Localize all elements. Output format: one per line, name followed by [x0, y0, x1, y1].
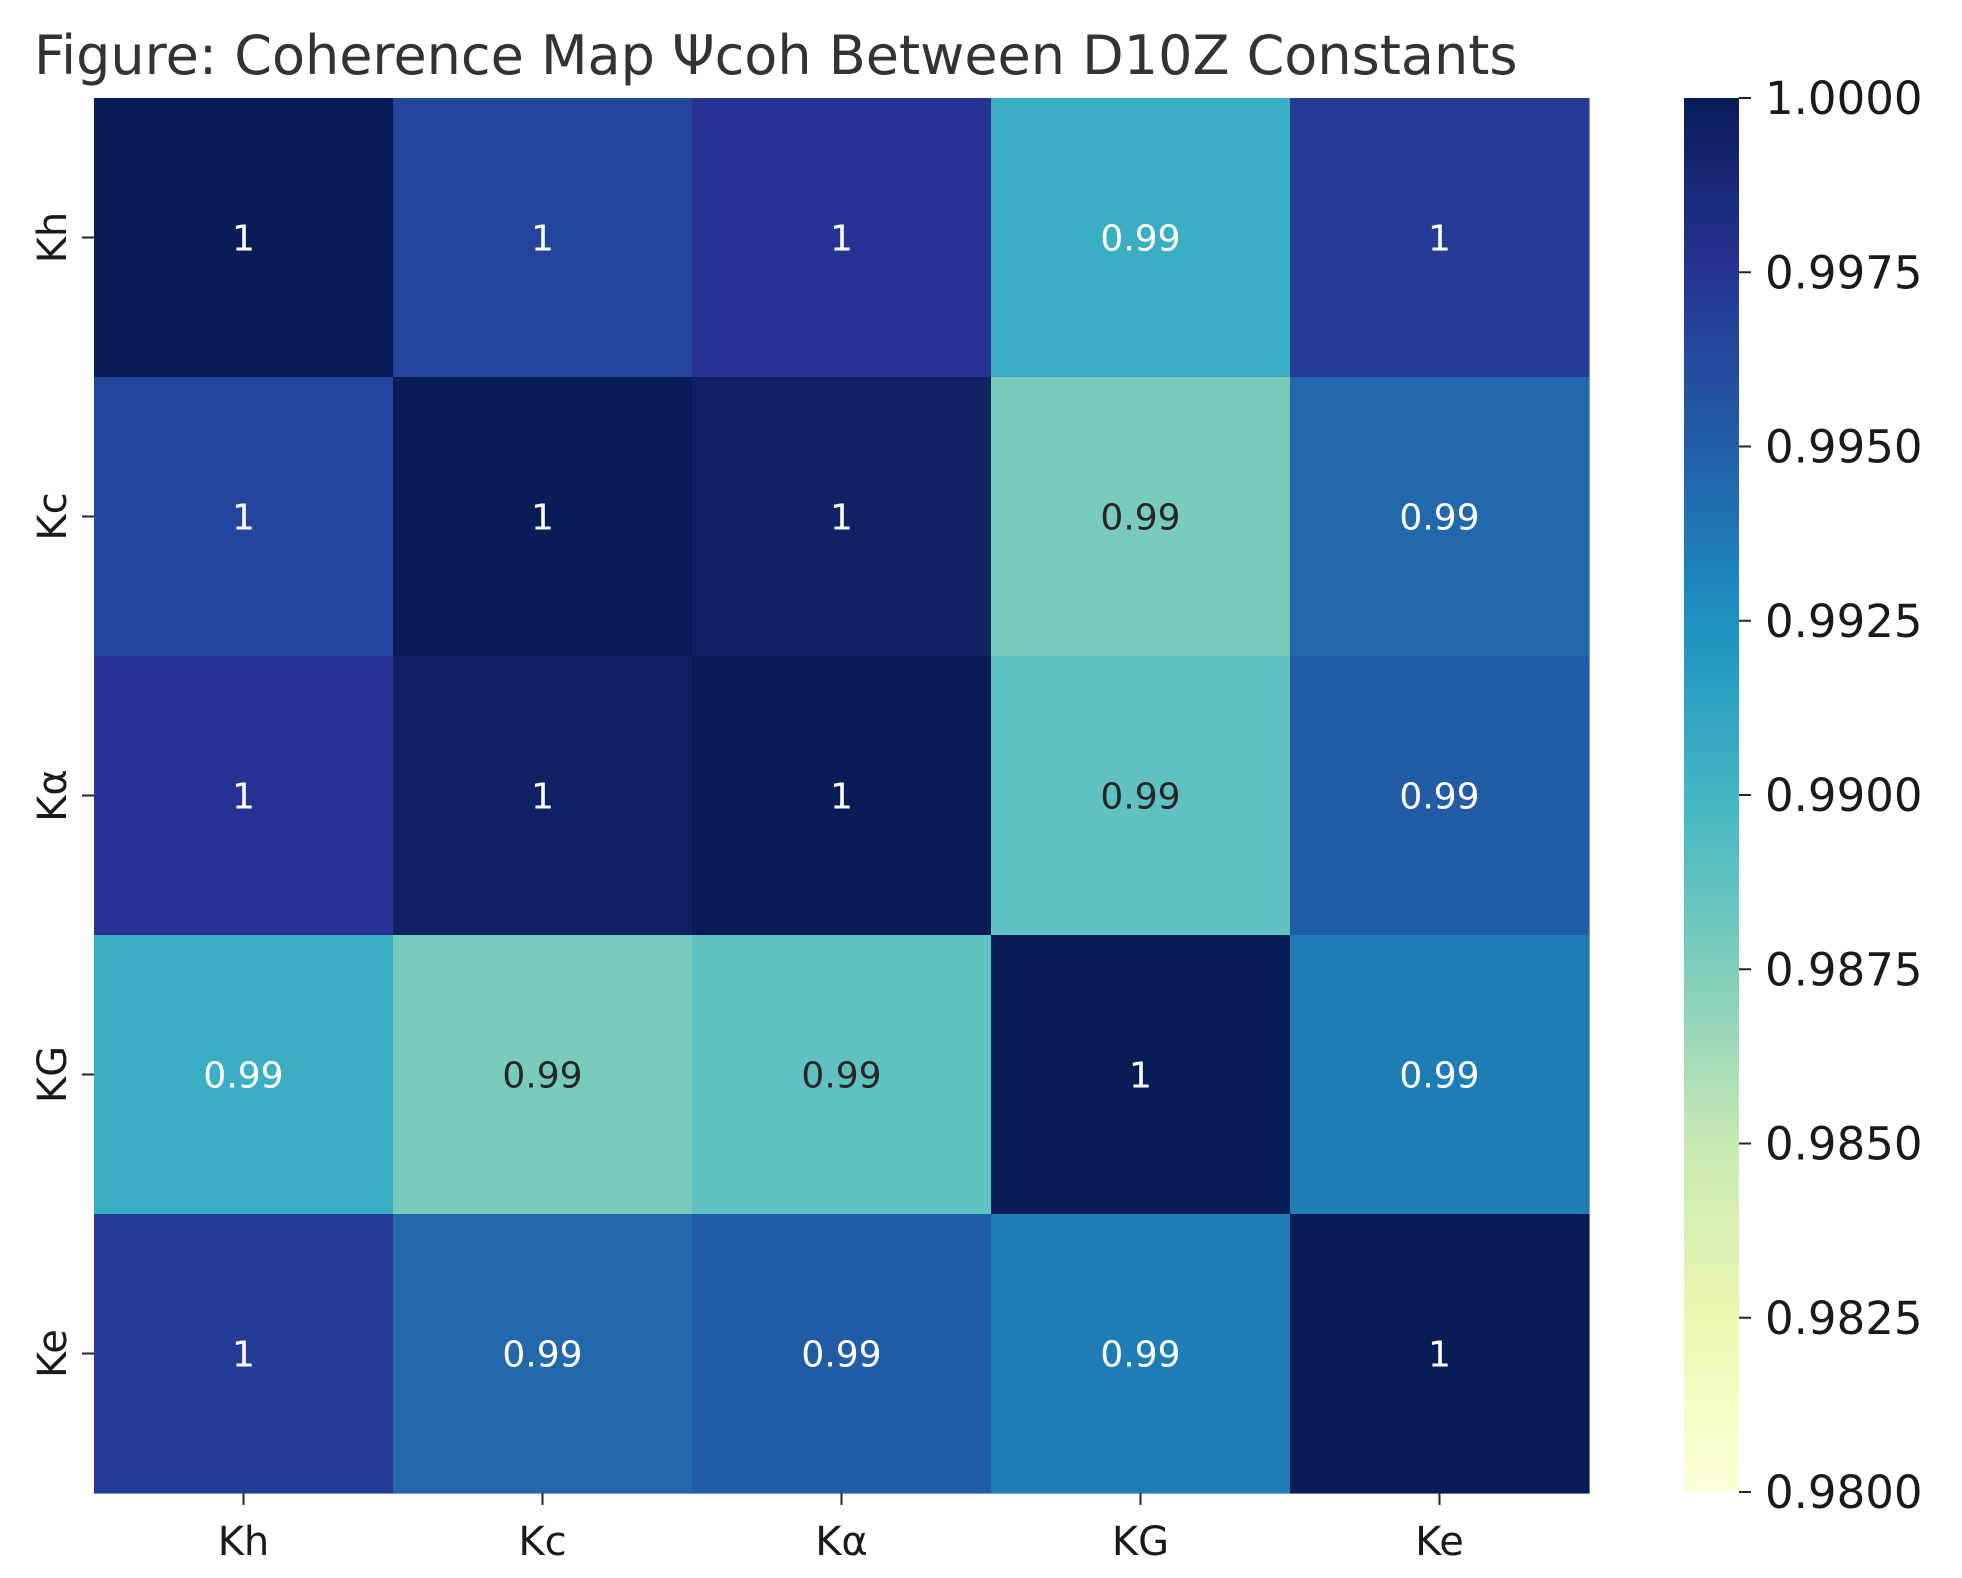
cell-value-label-0-4: 1 [1428, 219, 1451, 260]
cell-value-label-3-2: 0.99 [801, 1056, 881, 1097]
colorbar-gradient [1684, 98, 1739, 1492]
heatmap-cell-3-2 [692, 935, 992, 1215]
y-tick-label-3: KG [30, 1046, 76, 1103]
cell-value-label-0-2: 1 [830, 219, 853, 260]
heatmap-cell-3-4 [1290, 935, 1590, 1215]
heatmap-cell-2-2 [692, 656, 992, 936]
cell-value-label-2-1: 1 [531, 777, 554, 818]
cell-value-label-0-0: 1 [232, 219, 255, 260]
heatmap-cell-4-4 [1290, 1214, 1590, 1494]
heatmap-cell-0-4 [1290, 98, 1590, 378]
colorbar-tick-label-1: 0.9825 [1765, 1292, 1922, 1345]
y-tick-label-2: Kα [30, 769, 76, 822]
heatmap-cell-3-1 [393, 935, 693, 1215]
x-tick-label-4: Ke [1415, 1519, 1464, 1565]
cell-value-label-2-2: 1 [830, 777, 853, 818]
colorbar-tick-label-2: 0.9850 [1765, 1118, 1922, 1171]
heatmap-cell-2-3 [991, 656, 1291, 936]
colorbar-tick-label-7: 0.9975 [1765, 246, 1922, 299]
heatmap-cell-3-0 [94, 935, 394, 1215]
cell-value-label-0-3: 0.99 [1100, 219, 1180, 260]
cell-value-label-3-1: 0.99 [502, 1056, 582, 1097]
heatmap-cell-4-2 [692, 1214, 992, 1494]
cell-value-label-0-1: 1 [531, 219, 554, 260]
y-tick-label-0: Kh [30, 212, 76, 264]
colorbar: 0.9800 0.9825 0.9850 0.9875 0.9900 0.9925 0.99… [1684, 72, 1922, 1519]
colorbar-tick-label-4: 0.9900 [1765, 769, 1922, 822]
heatmap-cell-0-2 [692, 98, 992, 378]
cell-value-label-4-1: 0.99 [502, 1335, 582, 1376]
colorbar-tick-label-6: 0.9950 [1765, 421, 1922, 474]
heatmap-cell-0-1 [393, 98, 693, 378]
heatmap-cell-2-4 [1290, 656, 1590, 936]
heatmap-cell-1-2 [692, 377, 992, 657]
cell-value-label-1-4: 0.99 [1399, 498, 1479, 539]
colorbar-tick-label-8: 1.0000 [1765, 72, 1922, 125]
x-axis: Kh Kc Kα KG Ke [218, 1493, 1464, 1565]
heatmap-cell-4-0 [94, 1214, 394, 1494]
x-tick-label-0: Kh [218, 1519, 270, 1565]
x-tick-label-3: KG [1112, 1519, 1169, 1565]
cell-value-label-3-4: 0.99 [1399, 1056, 1479, 1097]
heatmap-cell-2-1 [393, 656, 693, 936]
cell-value-label-1-1: 1 [531, 498, 554, 539]
heatmap-cell-3-3 [991, 935, 1291, 1215]
heatmap-cells: 1 1 1 0.99 1 1 1 1 0.99 0.99 1 1 1 0.99 0.99 0.99 0.99 0.… [94, 98, 1590, 1494]
colorbar-tick-label-5: 0.9925 [1765, 595, 1922, 648]
heatmap-cell-1-0 [94, 377, 394, 657]
cell-value-label-2-0: 1 [232, 777, 255, 818]
heatmap-cell-1-3 [991, 377, 1291, 657]
cell-value-label-4-4: 1 [1428, 1335, 1451, 1376]
cell-value-label-4-2: 0.99 [801, 1335, 881, 1376]
heatmap-cell-1-1 [393, 377, 693, 657]
cell-value-label-4-3: 0.99 [1100, 1335, 1180, 1376]
cell-value-label-1-3: 0.99 [1100, 498, 1180, 539]
heatmap-cell-0-3 [991, 98, 1291, 378]
heatmap-cell-1-4 [1290, 377, 1590, 657]
colorbar-tick-label-0: 0.9800 [1765, 1466, 1922, 1519]
heatmap-cell-4-3 [991, 1214, 1291, 1494]
cell-value-label-2-3: 0.99 [1100, 777, 1180, 818]
x-tick-label-2: Kα [815, 1519, 868, 1565]
x-tick-label-1: Kc [518, 1519, 566, 1565]
cell-value-label-2-4: 0.99 [1399, 777, 1479, 818]
y-axis: Kh Kc Kα KG Ke [30, 212, 94, 1378]
cell-value-label-3-3: 1 [1129, 1056, 1152, 1097]
y-tick-label-4: Ke [30, 1329, 76, 1378]
chart-title: Figure: Coherence Map Ψcoh Between D10Z … [34, 24, 1518, 87]
cell-value-label-4-0: 1 [232, 1335, 255, 1376]
cell-value-label-1-2: 1 [830, 498, 853, 539]
heatmap-cell-0-0 [94, 98, 394, 378]
heatmap-cell-2-0 [94, 656, 394, 936]
cell-value-label-3-0: 0.99 [203, 1056, 283, 1097]
y-tick-label-1: Kc [30, 492, 76, 540]
heatmap-cell-4-1 [393, 1214, 693, 1494]
colorbar-tick-label-3: 0.9875 [1765, 943, 1922, 996]
cell-value-label-1-0: 1 [232, 498, 255, 539]
